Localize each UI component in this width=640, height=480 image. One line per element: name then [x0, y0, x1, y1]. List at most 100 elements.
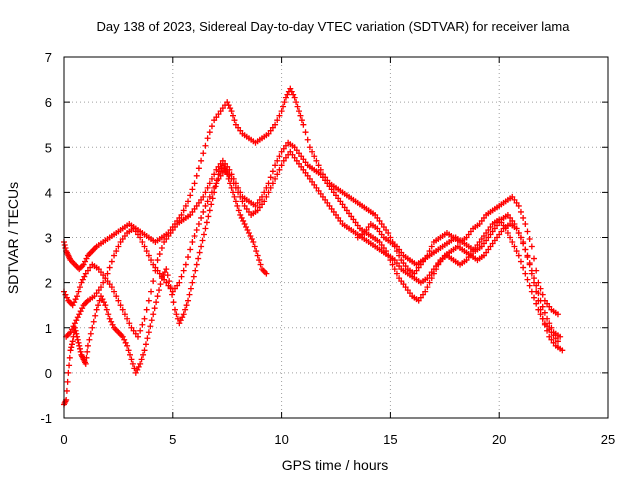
- data-point: [276, 166, 283, 173]
- data-points: [61, 85, 566, 408]
- data-point: [278, 162, 285, 169]
- data-point: [296, 160, 303, 167]
- data-point: [217, 108, 224, 115]
- data-point: [328, 186, 335, 193]
- data-point: [232, 198, 239, 205]
- data-point: [274, 157, 281, 164]
- data-point: [185, 297, 192, 304]
- data-point: [328, 205, 335, 212]
- data-point: [296, 108, 303, 115]
- data-point: [80, 261, 87, 268]
- data-point: [511, 243, 518, 250]
- data-point: [200, 150, 207, 157]
- data-point: [65, 369, 72, 376]
- y-axis-label: SDTVAR / TECUs: [5, 182, 21, 294]
- data-point: [535, 290, 542, 297]
- data-point: [122, 339, 129, 346]
- data-point: [144, 335, 151, 342]
- data-point: [124, 315, 131, 322]
- data-point: [92, 312, 99, 319]
- data-point: [143, 306, 150, 313]
- data-point: [398, 278, 405, 285]
- data-point: [535, 306, 542, 313]
- data-point: [208, 175, 215, 182]
- data-point: [548, 324, 555, 331]
- data-point: [485, 234, 492, 241]
- data-point: [204, 184, 211, 191]
- data-point: [274, 117, 281, 124]
- data-point: [161, 239, 168, 246]
- data-point: [195, 199, 202, 206]
- data-point: [507, 234, 514, 241]
- data-point: [128, 356, 135, 363]
- data-point: [502, 225, 509, 232]
- data-point: [99, 296, 106, 303]
- data-point: [169, 291, 176, 298]
- data-point: [298, 163, 305, 170]
- data-point: [335, 214, 342, 221]
- x-tick-label: 0: [60, 432, 67, 447]
- data-point: [274, 171, 281, 178]
- data-point: [374, 225, 381, 232]
- data-point: [104, 270, 111, 277]
- data-point: [557, 333, 564, 340]
- data-point: [380, 223, 387, 230]
- chart-title: Day 138 of 2023, Sidereal Day-to-day VTE…: [96, 19, 570, 34]
- data-point: [324, 180, 331, 187]
- data-point: [306, 175, 313, 182]
- data-point: [400, 260, 407, 267]
- data-point: [463, 257, 470, 264]
- data-point: [187, 211, 194, 218]
- data-point: [141, 347, 148, 354]
- data-point: [154, 293, 161, 300]
- x-tick-label: 20: [492, 432, 506, 447]
- data-point: [119, 236, 126, 243]
- data-point: [115, 243, 122, 250]
- data-point: [183, 302, 190, 309]
- data-point: [130, 225, 137, 232]
- data-point: [202, 202, 209, 209]
- data-point: [276, 112, 283, 119]
- data-point: [302, 129, 309, 136]
- data-point: [426, 279, 433, 286]
- data-point: [524, 228, 531, 235]
- data-point: [319, 193, 326, 200]
- data-point: [90, 318, 97, 325]
- data-point: [267, 184, 274, 191]
- data-point: [68, 344, 75, 351]
- data-point: [513, 199, 520, 206]
- data-point: [61, 242, 68, 249]
- data-point: [247, 232, 254, 239]
- data-point: [211, 117, 218, 124]
- data-point: [256, 257, 263, 264]
- data-point: [81, 273, 88, 280]
- data-point: [89, 324, 96, 331]
- data-point: [522, 220, 529, 227]
- data-point: [156, 251, 163, 258]
- data-point: [476, 220, 483, 227]
- data-point: [121, 311, 128, 318]
- data-point: [504, 229, 511, 236]
- data-point: [494, 222, 501, 229]
- data-point: [189, 239, 196, 246]
- data-point: [189, 186, 196, 193]
- data-point: [550, 339, 557, 346]
- data-point: [239, 198, 246, 205]
- data-point: [515, 202, 522, 209]
- data-point: [150, 261, 157, 268]
- data-point: [100, 272, 107, 279]
- data-point: [180, 311, 187, 318]
- data-point: [111, 288, 118, 295]
- data-point: [145, 329, 152, 336]
- data-point: [211, 184, 218, 191]
- data-point: [130, 327, 137, 334]
- data-point: [206, 193, 213, 200]
- data-point: [76, 311, 83, 318]
- data-point: [86, 336, 93, 343]
- data-point: [178, 211, 185, 218]
- data-point: [199, 237, 206, 244]
- data-point: [140, 351, 147, 358]
- data-point: [282, 154, 289, 161]
- data-point: [315, 162, 322, 169]
